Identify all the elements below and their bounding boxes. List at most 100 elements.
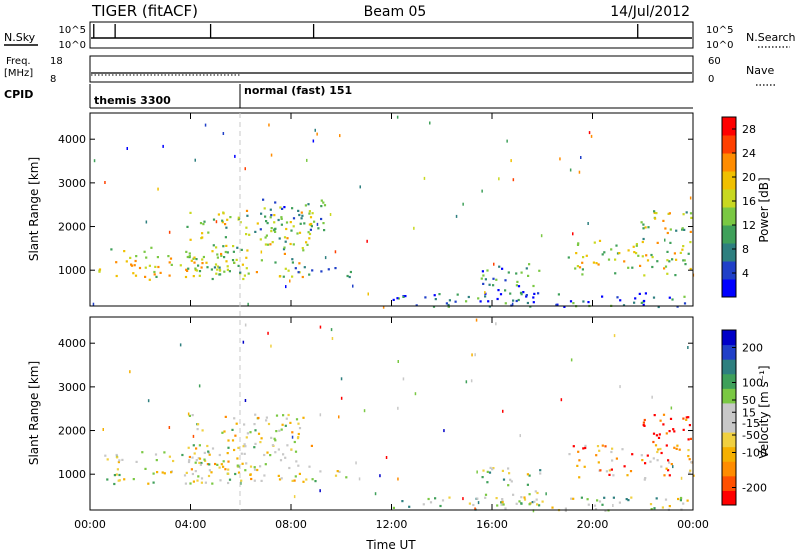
range-cell: [346, 274, 349, 278]
range-cell: [501, 267, 504, 270]
range-cell: [297, 464, 300, 467]
range-cell: [507, 484, 510, 487]
range-cell: [220, 254, 223, 257]
range-cell: [233, 261, 236, 264]
range-cell: [682, 417, 685, 420]
colorbar-tick-label: 24: [742, 147, 756, 160]
range-cell: [263, 453, 266, 457]
range-cell: [687, 455, 690, 458]
range-cell: [339, 134, 341, 138]
range-cell: [192, 480, 195, 483]
range-cell: [308, 465, 311, 468]
range-cell: [190, 468, 193, 471]
range-cell: [156, 256, 159, 259]
range-cell: [474, 507, 476, 511]
range-cell: [293, 440, 296, 444]
range-cell: [202, 223, 205, 226]
range-cell: [319, 489, 321, 493]
range-cell: [578, 170, 581, 174]
range-cell: [223, 270, 226, 273]
colorbar-tick-label: 16: [742, 195, 756, 208]
range-cell: [512, 178, 515, 182]
range-cell: [172, 459, 175, 463]
range-cell: [294, 475, 297, 478]
range-cell: [660, 465, 663, 468]
range-cell: [441, 499, 445, 502]
range-cell: [241, 263, 244, 266]
range-cell: [223, 430, 226, 433]
range-cell: [161, 471, 164, 474]
range-cell: [269, 243, 272, 246]
range-cell: [673, 252, 676, 255]
range-cell: [666, 272, 669, 275]
range-cell: [673, 430, 676, 433]
range-cell: [147, 482, 150, 485]
range-cell: [235, 258, 238, 261]
range-cell: [227, 468, 230, 471]
range-cell: [652, 296, 656, 299]
colorbar-swatch: [722, 330, 736, 346]
nsky-right-tick-top: 10^5: [706, 25, 733, 36]
range-cell: [135, 460, 138, 463]
range-cell: [604, 445, 607, 448]
range-cell: [308, 212, 311, 215]
range-cell: [253, 479, 256, 482]
range-cell: [192, 257, 195, 260]
range-cell: [334, 267, 337, 270]
range-cell: [293, 495, 296, 499]
range-cell: [500, 503, 503, 506]
range-cell: [198, 274, 201, 277]
colorbar-swatch: [722, 153, 736, 172]
range-cell: [291, 479, 294, 482]
range-cell: [301, 275, 304, 279]
range-cell: [616, 252, 620, 255]
range-cell: [289, 279, 291, 283]
range-cell: [655, 497, 658, 500]
range-cell: [349, 270, 352, 274]
range-cell: [683, 259, 686, 262]
range-cell: [610, 468, 613, 471]
range-cell: [273, 214, 276, 217]
range-cell: [245, 226, 248, 229]
colorbar-tick-label: 50: [742, 394, 756, 407]
range-cell: [253, 446, 256, 449]
range-cell: [654, 217, 657, 220]
range-cell: [653, 211, 656, 214]
range-cell: [256, 222, 259, 225]
range-cell: [306, 158, 308, 162]
range-cell: [644, 226, 647, 229]
velocity-y-axis: 1000 2000 3000 4000: [58, 337, 693, 481]
range-cell: [603, 251, 606, 254]
range-cell: [637, 254, 640, 257]
range-cell: [294, 450, 298, 453]
range-cell: [306, 243, 309, 246]
title-radar: TIGER (fitACF): [91, 2, 198, 20]
range-cell: [264, 463, 267, 466]
range-cell: [106, 458, 109, 461]
range-cell: [432, 305, 436, 308]
range-cell: [610, 450, 613, 454]
range-cell: [243, 452, 246, 455]
range-cell: [118, 473, 121, 477]
range-cell: [216, 463, 219, 466]
colorbar-swatch: [722, 189, 736, 208]
range-cell: [623, 260, 626, 263]
range-cell: [253, 466, 256, 469]
range-cell: [188, 459, 191, 462]
range-cell: [578, 459, 581, 462]
range-cell: [597, 263, 600, 266]
range-cell: [126, 147, 128, 150]
range-cell: [662, 413, 666, 416]
range-cell: [669, 241, 672, 244]
range-cell: [627, 266, 630, 269]
nave-label: Nave: [746, 64, 774, 77]
range-cell: [520, 293, 523, 296]
range-cell: [260, 259, 263, 262]
range-cell: [625, 498, 628, 501]
range-cell: [224, 236, 227, 239]
range-cell: [157, 187, 159, 191]
range-cell: [482, 282, 485, 285]
range-cell: [601, 253, 604, 256]
range-cell: [470, 379, 473, 383]
range-cell: [667, 459, 670, 462]
